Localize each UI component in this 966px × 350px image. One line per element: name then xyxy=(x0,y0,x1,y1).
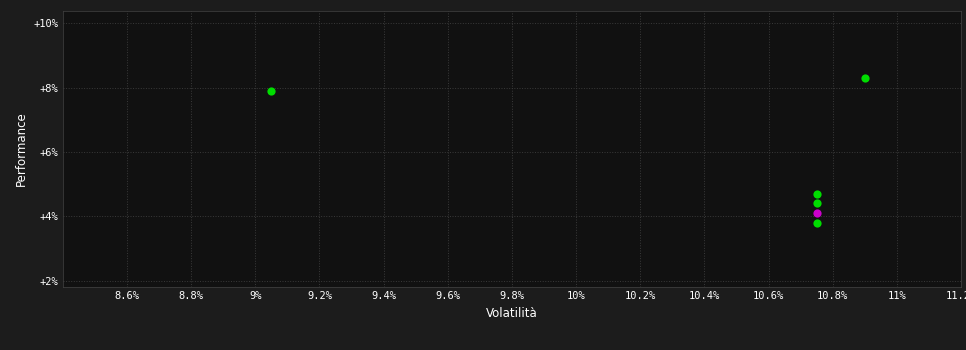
Y-axis label: Performance: Performance xyxy=(15,111,28,186)
X-axis label: Volatilità: Volatilità xyxy=(486,307,538,320)
Point xyxy=(810,210,825,216)
Point xyxy=(810,220,825,225)
Point xyxy=(264,88,279,94)
Point xyxy=(857,75,872,81)
Point xyxy=(810,201,825,206)
Point xyxy=(810,191,825,197)
